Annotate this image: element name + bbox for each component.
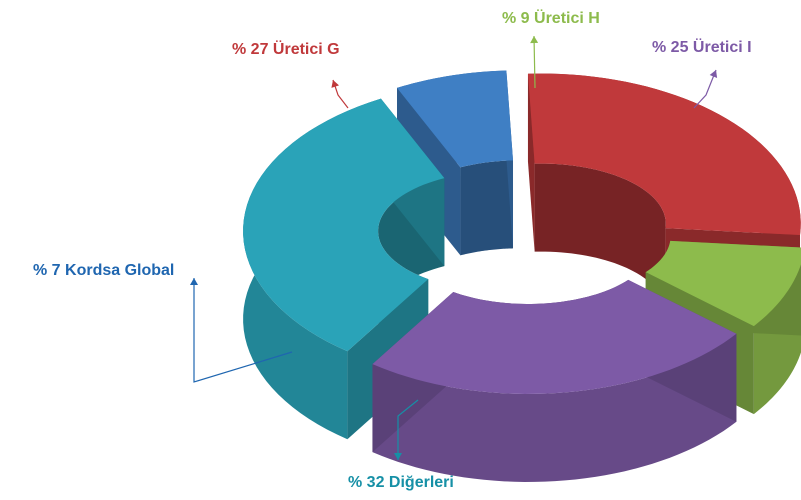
slice-top-face	[243, 98, 445, 352]
slice-end-cap	[527, 73, 535, 252]
slice-top-face	[372, 279, 737, 394]
leader-digerleri	[397, 399, 419, 460]
label-kordsa-global: % 7 Kordsa Global	[33, 262, 175, 279]
leader-uretici-h	[533, 35, 536, 89]
label-uretici-g: % 27 Üretici G	[232, 41, 340, 58]
leader-kordsa-global	[193, 278, 293, 383]
label-uretici-h: % 9 Üretici H	[502, 10, 600, 27]
slice-top-face	[397, 70, 514, 168]
leader-uretici-h-arrow	[530, 36, 539, 44]
slice-top-face	[527, 73, 801, 236]
slice-top-face	[645, 240, 801, 327]
slice--retici-i	[372, 279, 737, 482]
leader-uretici-i	[693, 69, 717, 109]
chart-slices	[243, 70, 801, 482]
slice-outer-wall	[372, 333, 737, 482]
leader-digerleri-arrow	[394, 453, 402, 460]
leader-lines	[190, 35, 718, 460]
leader-uretici-i-arrow	[709, 70, 718, 78]
slice-kordsa-global	[397, 70, 514, 256]
leader-kordsa-global-arrow	[190, 278, 198, 285]
label-digerleri: % 32 Diğerleri	[348, 474, 454, 491]
slice-inner-wall	[534, 163, 666, 317]
slice-inner-wall	[460, 160, 514, 256]
label-uretici-i: % 25 Üretici I	[652, 39, 752, 56]
leader-uretici-g-arrow	[331, 80, 340, 88]
slice-di-erleri	[243, 98, 445, 440]
